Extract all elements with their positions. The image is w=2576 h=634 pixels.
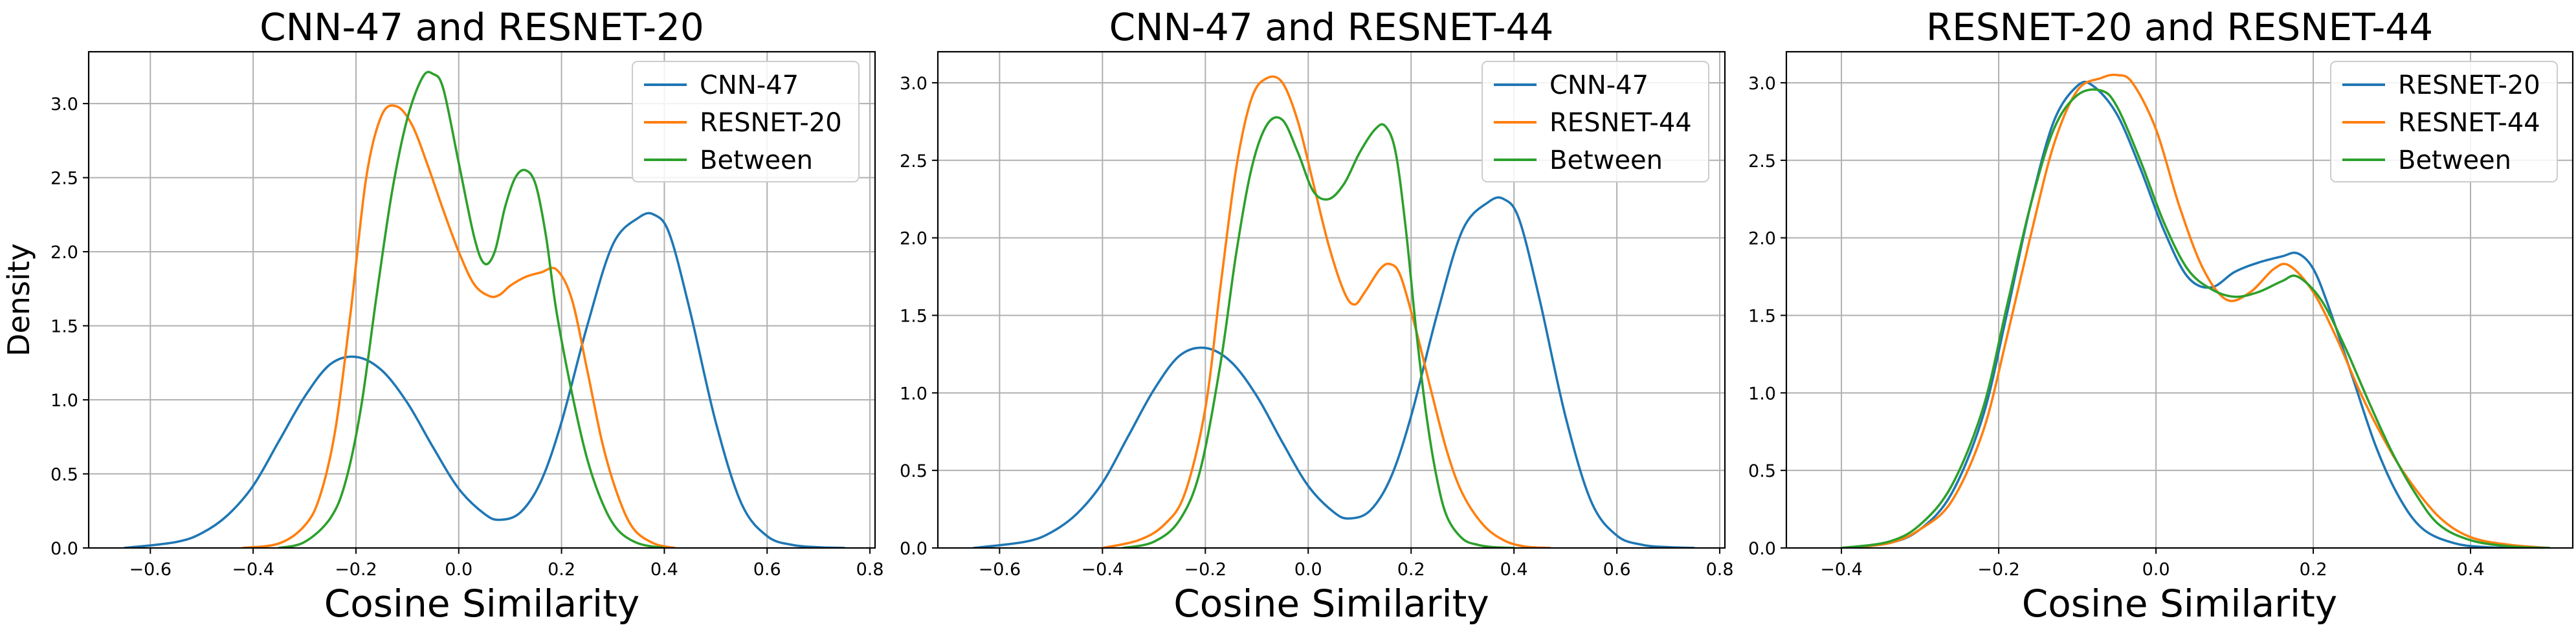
y-tick-label: 1.0 [900, 384, 927, 404]
x-tick-label: −0.6 [129, 560, 172, 580]
legend-box [1482, 61, 1709, 182]
subplot-cnn47-resnet44: −0.6 −0.4 −0.2 0.0 0.2 0.4 0.6 0.8 0.0 0.5 1.0 1.5 2… [900, 5, 1733, 626]
y-tick-label: 1.0 [1748, 384, 1776, 404]
y-tick-label: 2.0 [1748, 229, 1776, 249]
y-tick-label: 1.0 [50, 391, 78, 411]
x-axis-label: Cosine Similarity [1173, 582, 1489, 626]
series-line-cnn-47 [123, 212, 846, 548]
x-axis-label: Cosine Similarity [2022, 582, 2337, 626]
legend: RESNET-20 RESNET-44 Between [2330, 61, 2558, 182]
x-tick-label: 0.2 [1397, 560, 1425, 580]
subplot-resnet20-resnet44: −0.4 −0.2 0.0 0.2 0.4 0.0 0.5 1.0 1.5 2.0 2.5 3.0 RE… [1748, 5, 2574, 626]
axes-frame [937, 50, 1726, 549]
legend: CNN-47 RESNET-44 Between [1482, 61, 1709, 182]
x-tick-label: 0.8 [1706, 560, 1734, 580]
y-tick-label: 0.5 [900, 461, 927, 481]
legend-label: RESNET-20 [2398, 71, 2540, 100]
legend-label: RESNET-44 [1549, 108, 1692, 138]
x-tick-label: 0.0 [445, 560, 472, 580]
legend-label: RESNET-44 [2398, 108, 2540, 138]
series-line-cnn-47 [972, 196, 1696, 548]
legend-label: Between [2398, 146, 2511, 175]
x-tick-label: 0.6 [753, 560, 781, 580]
x-tick-label: −0.2 [335, 560, 377, 580]
y-tick-label: 0.5 [50, 465, 78, 485]
series-line-between [1840, 88, 2551, 548]
x-axis-label: Cosine Similarity [324, 582, 639, 626]
y-tick-label: 0.0 [1748, 539, 1776, 559]
series-line-resnet-44 [1101, 75, 1551, 548]
series-line-between [278, 71, 666, 548]
legend-label: CNN-47 [700, 71, 799, 100]
axes-frame [1785, 50, 2574, 549]
y-tick-label: 1.5 [50, 317, 78, 337]
y-tick-label: 2.5 [1748, 151, 1776, 171]
x-tick-label: −0.4 [1082, 560, 1124, 580]
x-tick-label: 0.4 [650, 560, 678, 580]
y-axis-label: Density [1, 243, 36, 356]
series-line-resnet-20 [241, 104, 676, 548]
series-group [972, 75, 1696, 548]
x-tick-label: −0.2 [1184, 560, 1227, 580]
y-tick-label: 2.5 [50, 169, 78, 189]
y-tick-label: 2.0 [50, 243, 78, 263]
chart-title: RESNET-20 and RESNET-44 [1926, 5, 2433, 49]
series-line-between [1122, 116, 1515, 548]
subplot-cnn47-resnet20: −0.6 −0.4 −0.2 0.0 0.2 0.4 0.6 0.8 0.0 0.5 1.0 1.5 2… [1, 5, 884, 626]
x-tick-label: 0.4 [1500, 560, 1528, 580]
y-tick-label: 0.5 [1748, 461, 1776, 481]
x-tick-label: −0.2 [1977, 560, 2020, 580]
legend: CNN-47 RESNET-20 Between [632, 61, 860, 182]
x-tick-label: 0.0 [1294, 560, 1322, 580]
series-group [123, 71, 846, 548]
x-tick-label: −0.4 [1820, 560, 1863, 580]
legend-box [632, 61, 860, 182]
legend-label: Between [1549, 146, 1663, 175]
y-tick-label: 1.5 [1748, 306, 1776, 326]
chart-title: CNN-47 and RESNET-20 [260, 5, 704, 49]
series-line-resnet-44 [1840, 73, 2551, 548]
x-tick-label: 0.2 [548, 560, 575, 580]
legend-label: Between [700, 146, 813, 175]
y-tick-label: 3.0 [50, 94, 78, 115]
y-tick-label: 2.0 [900, 229, 927, 249]
x-tick-label: −0.4 [232, 560, 274, 580]
x-tick-label: 0.0 [2142, 560, 2170, 580]
x-tick-label: 0.6 [1603, 560, 1631, 580]
x-tick-label: −0.6 [979, 560, 1021, 580]
legend-label: RESNET-20 [700, 108, 842, 138]
axes-frame [87, 50, 876, 549]
legend-box [2330, 61, 2558, 182]
series-group [1840, 73, 2551, 548]
y-tick-label: 0.0 [900, 539, 927, 559]
y-tick-label: 2.5 [900, 151, 927, 171]
y-tick-label: 0.0 [50, 539, 78, 559]
y-tick-label: 3.0 [1748, 74, 1776, 94]
x-tick-label: 0.2 [2300, 560, 2327, 580]
chart-title: CNN-47 and RESNET-44 [1109, 5, 1554, 49]
series-line-resnet-20 [1840, 80, 2527, 548]
x-tick-label: 0.4 [2457, 560, 2485, 580]
y-tick-label: 1.5 [900, 306, 927, 326]
x-tick-label: 0.8 [856, 560, 884, 580]
y-tick-label: 3.0 [900, 74, 927, 94]
legend-label: CNN-47 [1549, 71, 1649, 100]
